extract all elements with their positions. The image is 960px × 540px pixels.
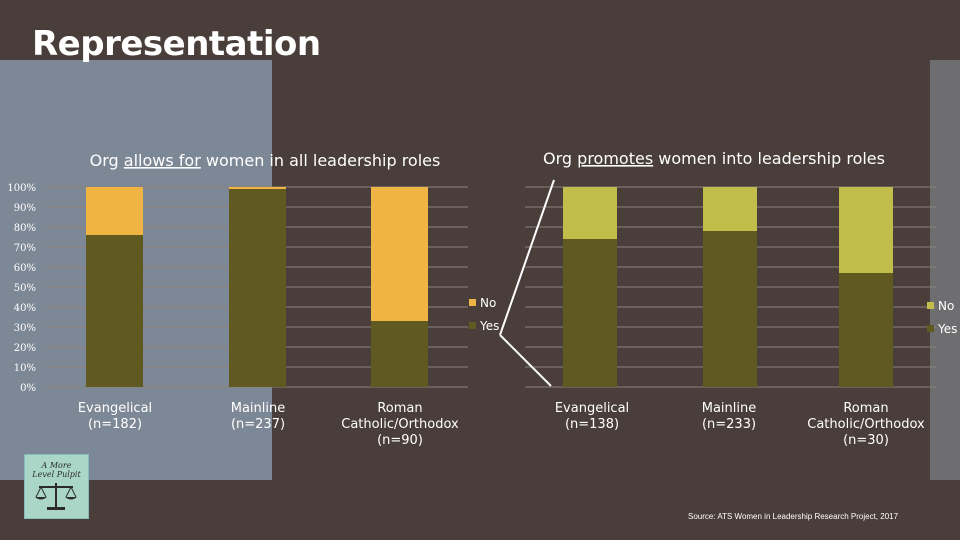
category-label-line: (n=90) [377,433,423,448]
chart-title-part: Org [543,149,577,168]
source-note: Source: ATS Women in Leadership Research… [688,512,899,521]
legend-swatch-no [469,299,476,306]
y-tick-label: 50% [14,283,36,294]
category-label-line: Mainline [231,401,286,416]
bar-no-0 [86,187,143,235]
category-label-line: Evangelical [78,401,152,416]
chart-title-underlined: promotes [577,149,653,168]
chart-title-part: women into leadership roles [653,149,885,168]
y-tick-label: 20% [14,343,36,354]
y-tick-label: 30% [14,323,36,334]
y-tick-label: 60% [14,263,36,274]
category-label-line: (n=138) [565,417,619,432]
chart-title-part: women in all leadership roles [201,151,441,170]
connector-line-top [499,179,555,336]
y-tick-label: 10% [14,363,36,374]
category-label: Mainline (n=233) [702,401,757,432]
page-title: Representation [32,24,321,64]
category-label-line: Mainline [702,401,757,416]
bar-yes-2 [839,273,893,387]
category-label-line: (n=233) [702,417,756,432]
bar-yes-1 [703,231,757,387]
y-tick-label: 80% [14,223,36,234]
category-label-line: Roman [377,401,422,416]
bar-yes-0 [86,235,143,387]
category-label: Roman Catholic/Orthodox (n=90) [341,401,459,448]
legend-swatch-yes [927,325,934,332]
chart-title: Org promotes women into leadership roles [543,149,885,168]
bar-no-2 [839,187,893,273]
category-label-line: Catholic/Orthodox [807,417,925,432]
category-label: Evangelical (n=138) [555,401,629,432]
chart-title-part: Org [90,151,124,170]
chart-title-underlined: allows for [124,151,201,170]
legend-label-yes: Yes [937,322,957,336]
logo-text-line1: A More [41,461,72,470]
bar-yes-2 [371,321,428,387]
y-tick-label: 0% [20,383,36,394]
legend-label-yes: Yes [479,319,499,333]
y-tick-label: 40% [14,303,36,314]
bar-yes-1 [229,189,286,387]
bar-no-2 [371,187,428,321]
category-label-line: (n=237) [231,417,285,432]
category-label: Roman Catholic/Orthodox (n=30) [807,401,925,448]
category-label: Mainline (n=237) [231,401,286,432]
legend-swatch-no [927,302,934,309]
category-label-line: Roman [843,401,888,416]
bar-yes-0 [563,239,617,387]
bar-no-0 [563,187,617,239]
chart-title: Org allows for women in all leadership r… [90,151,441,170]
category-label-line: Catholic/Orthodox [341,417,459,432]
y-tick-label: 100% [7,183,36,194]
bar-no-1 [229,187,286,189]
logo: A More Level Pulpit [24,454,89,519]
category-label-line: (n=30) [843,433,889,448]
legend-swatch-yes [469,322,476,329]
bar-no-1 [703,187,757,231]
scales-icon [35,483,77,510]
legend-label-no: No [480,296,496,310]
category-label: Evangelical (n=182) [78,401,152,432]
category-label-line: (n=182) [88,417,142,432]
logo-text-line2: Level Pulpit [32,470,81,479]
category-label-line: Evangelical [555,401,629,416]
y-tick-label: 70% [14,243,36,254]
right-accent-panel [930,60,960,480]
connector-line-bottom [499,334,552,387]
legend-label-no: No [938,299,954,313]
y-tick-label: 90% [14,203,36,214]
